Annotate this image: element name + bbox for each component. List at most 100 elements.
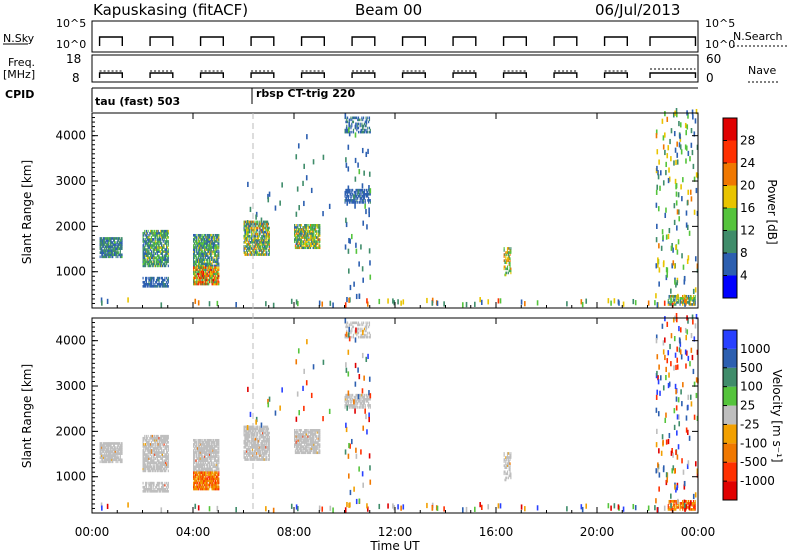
power-cell — [369, 201, 371, 204]
power-cell — [212, 282, 214, 286]
power-cell — [363, 201, 365, 204]
power-cell — [208, 252, 211, 255]
velocity-cell — [264, 458, 266, 461]
velocity-cell — [193, 463, 195, 467]
power-cell — [255, 251, 257, 254]
power-cell — [355, 293, 358, 300]
nsearch-tick-top: 10^5 — [705, 17, 735, 30]
power-cell — [202, 276, 204, 280]
velocity-cell — [158, 436, 160, 440]
power-cell — [205, 272, 207, 276]
velocity-cell — [102, 458, 104, 462]
velocity-cell — [116, 458, 118, 462]
power-cell — [682, 297, 684, 300]
velocity-cell — [193, 459, 195, 462]
power-cell — [218, 246, 220, 249]
power-cell — [313, 230, 315, 233]
power-cell — [261, 249, 263, 252]
velocity-cell — [150, 451, 153, 454]
power-cell — [217, 233, 219, 237]
power-cell — [201, 262, 203, 266]
velocity-cell — [118, 450, 120, 453]
velocity-cell — [197, 481, 199, 485]
power-cell — [166, 278, 169, 282]
velocity-cell — [205, 483, 207, 487]
velocity-cell — [201, 477, 203, 481]
velocity-cell — [152, 457, 154, 460]
power-cell — [253, 245, 255, 248]
power-cell — [678, 216, 681, 222]
power-cell — [315, 234, 317, 237]
velocity-cell — [207, 455, 209, 458]
velocity-cell — [117, 444, 119, 447]
power-cell — [260, 245, 262, 248]
velocity-cell — [145, 483, 147, 487]
power-cell — [211, 278, 213, 282]
power-cell — [263, 241, 265, 244]
power-cell — [695, 187, 698, 194]
cpid-strip: CPID tau (fast) 503 rbsp CT-trig 220 — [5, 87, 698, 112]
velocity-cell — [153, 443, 155, 446]
power-cell — [252, 230, 254, 234]
velocity-cell — [202, 443, 204, 446]
velocity-cell — [213, 455, 215, 458]
velocity-cell — [203, 461, 205, 465]
power-cell — [208, 280, 211, 284]
power-cell — [216, 233, 218, 237]
power-cell — [692, 303, 694, 306]
power-cell — [309, 226, 312, 229]
power-cell — [214, 254, 217, 257]
power-cell — [102, 245, 104, 248]
velocity-cell — [211, 477, 213, 481]
cpid-program-1: tau (fast) 503 — [95, 95, 180, 108]
power-cell — [143, 233, 145, 237]
power-cell — [217, 278, 219, 282]
velocity-cell — [313, 435, 315, 438]
power-cell — [295, 211, 298, 217]
power-cell — [193, 278, 195, 282]
velocity-cell — [215, 459, 217, 462]
velocity-cell — [201, 441, 203, 444]
power-cell — [248, 220, 250, 224]
power-cell — [193, 240, 195, 243]
velocity-cell — [160, 451, 162, 454]
power-cell — [158, 284, 160, 288]
velocity-cell — [264, 431, 266, 435]
velocity-cell — [152, 436, 154, 440]
velocity-cell — [251, 452, 254, 455]
power-cell — [497, 298, 500, 304]
power-cell — [209, 272, 211, 276]
velocity-cell — [352, 404, 355, 407]
velocity-cell — [263, 431, 265, 435]
power-cell — [148, 236, 150, 239]
velocity-cell — [107, 454, 110, 457]
power-cell — [142, 236, 144, 239]
power-cell — [167, 248, 169, 251]
velocity-cell — [195, 469, 197, 473]
power-cell — [347, 144, 350, 150]
power-cell — [103, 239, 105, 242]
power-cell — [215, 246, 217, 249]
power-cell — [347, 120, 349, 124]
power-cell — [114, 237, 116, 240]
velocity-cell — [167, 457, 169, 460]
power-cell — [680, 297, 682, 300]
power-cell — [680, 299, 682, 302]
power-cell — [166, 242, 168, 245]
power-cell — [244, 220, 246, 224]
velocity-cell — [193, 469, 195, 473]
power-cell — [157, 282, 159, 286]
velocity-cell — [147, 457, 149, 460]
velocity-cell — [214, 438, 217, 442]
power-cell — [251, 228, 254, 232]
power-cell — [251, 220, 253, 224]
velocity-cell — [309, 447, 311, 450]
power-cell — [165, 236, 167, 239]
power-cell — [264, 245, 266, 248]
velocity-cell — [166, 449, 168, 452]
velocity-cell — [202, 441, 204, 444]
velocity-cell — [117, 454, 119, 457]
power-cell — [153, 242, 155, 245]
power-cell — [676, 225, 678, 231]
power-cell — [687, 297, 689, 300]
